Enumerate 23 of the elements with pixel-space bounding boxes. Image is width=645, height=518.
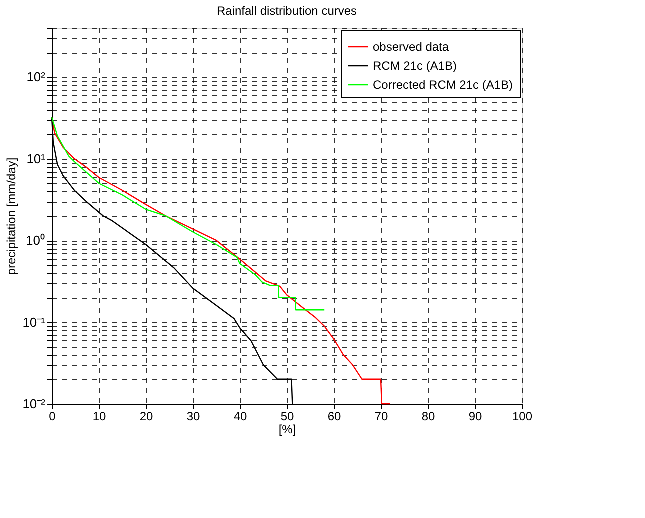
x-tick-label: 0 (49, 410, 56, 424)
chart-title: Rainfall distribution curves (216, 4, 358, 18)
y-tick-label: 10⁻² (22, 396, 46, 412)
y-tick-label: 10⁰ (26, 233, 46, 248)
y-axis-title: precipitation [mm/day] (4, 158, 19, 276)
x-tick-label: 50 (280, 410, 294, 424)
x-tick-label: 90 (468, 410, 482, 424)
legend-label: Corrected RCM 21c (A1B) (373, 78, 514, 92)
x-tick-label: 10 (92, 410, 106, 424)
x-tick-label: 20 (140, 410, 154, 424)
line-series (51, 117, 326, 311)
legend-label: RCM 21c (A1B) (373, 59, 458, 73)
x-axis-title: [%] (278, 422, 296, 436)
x-tick-label: 40 (234, 410, 248, 424)
y-tick-label: 10² (26, 70, 46, 85)
x-tick-label: 60 (328, 410, 342, 424)
x-tick-label: 30 (186, 410, 200, 424)
x-tick-label: 100 (512, 410, 533, 424)
legend-label: observed data (373, 40, 450, 54)
x-tick-label: 80 (422, 410, 436, 424)
x-tick-label: 70 (374, 410, 388, 424)
y-tick-label: 10¹ (26, 151, 46, 166)
y-tick-label: 10⁻¹ (22, 314, 46, 330)
